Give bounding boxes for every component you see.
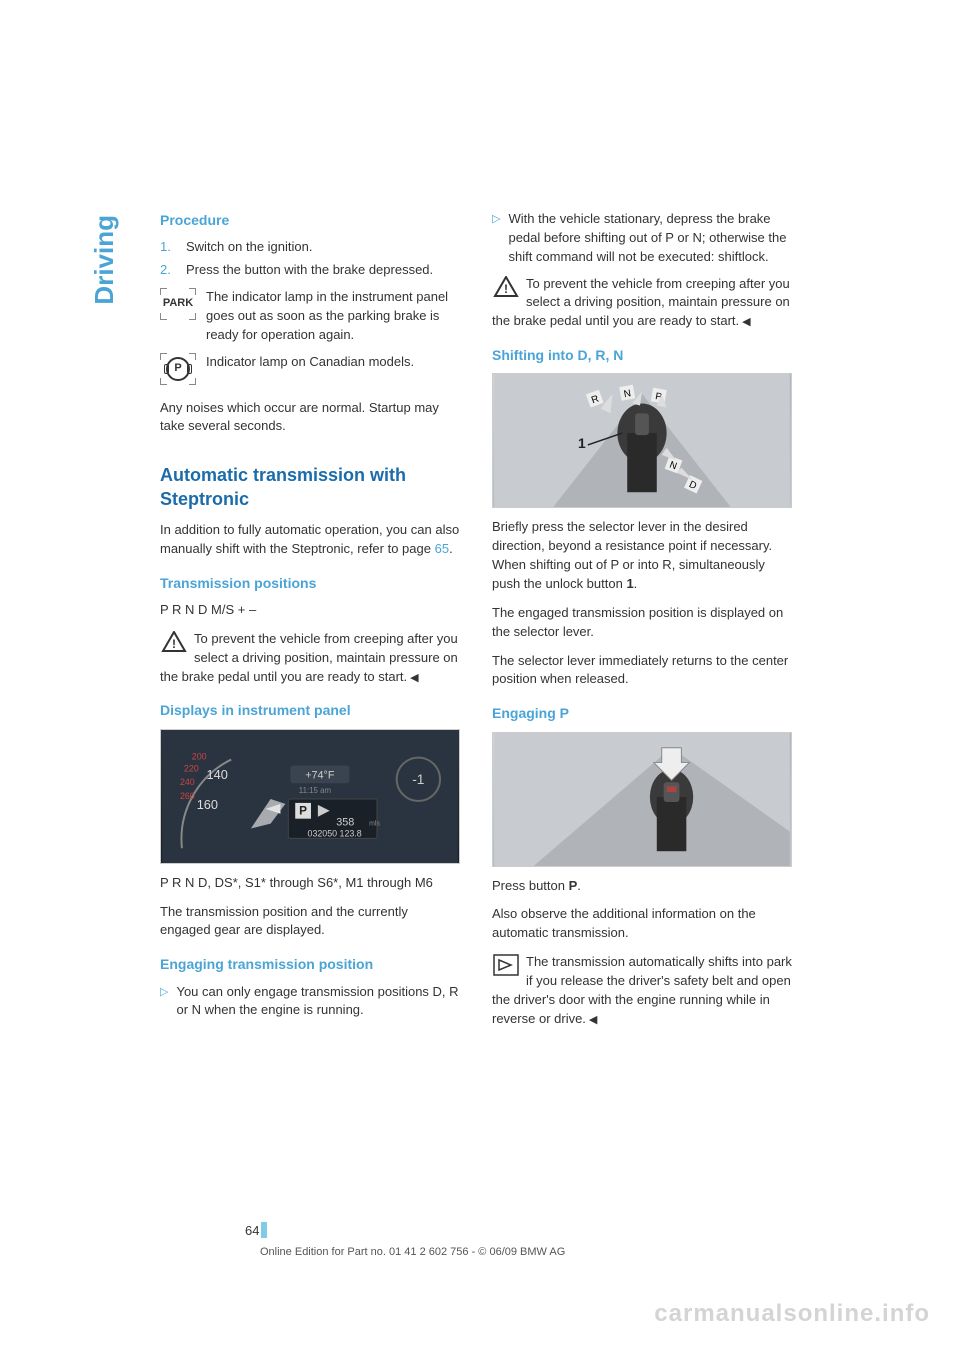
indicator-text: Indicator lamp on Canadian models. [206, 353, 414, 372]
list-text: You can only engage transmission positio… [176, 983, 460, 1021]
list-item: ▷You can only engage transmission positi… [160, 983, 460, 1021]
list-text: Switch on the ignition. [186, 238, 312, 257]
heading-transmission-positions: Transmission positions [160, 573, 460, 593]
svg-text:P: P [299, 803, 307, 817]
list-text: With the vehicle stationary, depress the… [508, 210, 792, 267]
body-text: In addition to fully automatic operation… [160, 521, 460, 559]
svg-text:160: 160 [197, 797, 218, 812]
list-number: 2. [160, 261, 176, 280]
svg-text:260: 260 [180, 791, 195, 801]
svg-text:140: 140 [207, 767, 228, 782]
svg-text:200: 200 [192, 751, 207, 761]
svg-text:!: ! [504, 282, 508, 296]
body-text: P R N D M/S + – [160, 601, 460, 620]
right-column: ▷With the vehicle stationary, depress th… [492, 210, 792, 1039]
body-text: Also observe the additional information … [492, 905, 792, 943]
indicator-row: PARK The indicator lamp in the instrumen… [160, 288, 460, 345]
page-number: 64 [245, 1222, 267, 1238]
parking-brake-canada-icon: P [160, 353, 196, 385]
heading-displays: Displays in instrument panel [160, 700, 460, 720]
warning-block: ! To prevent the vehicle from creeping a… [492, 275, 792, 332]
page-number-accent [261, 1222, 267, 1238]
list-number: 1. [160, 238, 176, 257]
warning-block: ! To prevent the vehicle from creeping a… [160, 630, 460, 687]
body-text: The transmission position and the curren… [160, 903, 460, 941]
bullet-list: ▷With the vehicle stationary, depress th… [492, 210, 792, 267]
bullet-list: ▷You can only engage transmission positi… [160, 983, 460, 1021]
list-text: Press the button with the brake depresse… [186, 261, 433, 280]
list-item: 1. Switch on the ignition. [160, 238, 460, 257]
svg-text:358: 358 [336, 816, 354, 828]
park-indicator-icon: PARK [160, 288, 196, 320]
watermark: carmanualsonline.info [654, 1300, 930, 1328]
body-text: Any noises which occur are normal. Start… [160, 399, 460, 437]
note-icon [492, 953, 520, 977]
body-text: Press button P. [492, 877, 792, 896]
heading-procedure: Procedure [160, 210, 460, 230]
indicator-row: P Indicator lamp on Canadian models. [160, 353, 460, 385]
heading-engaging-position: Engaging transmission position [160, 954, 460, 974]
heading-engaging-p: Engaging P [492, 703, 792, 723]
warning-icon: ! [492, 275, 520, 299]
list-item: 2. Press the button with the brake depres… [160, 261, 460, 280]
heading-shifting: Shifting into D, R, N [492, 345, 792, 365]
left-column: Procedure 1. Switch on the ignition. 2. Pr… [160, 210, 460, 1039]
svg-text:+74°F: +74°F [305, 769, 335, 781]
body-text: P R N D, DS*, S1* through S6*, M1 throug… [160, 874, 460, 893]
selector-lever-figure: 1 R N P N D [492, 373, 792, 508]
bullet-marker: ▷ [160, 983, 168, 1021]
svg-text:1: 1 [578, 436, 586, 451]
svg-text:032050 123.8: 032050 123.8 [308, 828, 362, 838]
page-content: Procedure 1. Switch on the ignition. 2. Pr… [100, 210, 870, 1039]
procedure-list: 1. Switch on the ignition. 2. Press the bu… [160, 238, 460, 280]
note-block: The transmission automatically shifts in… [492, 953, 792, 1028]
svg-text:240: 240 [180, 777, 195, 787]
list-item: ▷With the vehicle stationary, depress th… [492, 210, 792, 267]
svg-text:!: ! [172, 637, 176, 651]
body-text: Briefly press the selector lever in the … [492, 518, 792, 593]
svg-text:mls: mls [369, 820, 380, 827]
page-link[interactable]: 65 [435, 541, 449, 556]
instrument-panel-figure: 200 220 240 260 140 160 +74°F 11:15 am P… [160, 729, 460, 864]
svg-text:-1: -1 [412, 772, 424, 787]
heading-automatic-transmission: Automatic transmission with Steptronic [160, 464, 460, 511]
footer-copyright: Online Edition for Part no. 01 41 2 602 … [260, 1246, 565, 1258]
indicator-text: The indicator lamp in the instrument pan… [206, 288, 460, 345]
svg-text:11:15 am: 11:15 am [299, 786, 332, 795]
svg-text:220: 220 [184, 763, 199, 773]
body-text: The selector lever immediately returns t… [492, 652, 792, 690]
bullet-marker: ▷ [492, 210, 500, 267]
engage-p-figure [492, 732, 792, 867]
body-text: The engaged transmission position is dis… [492, 604, 792, 642]
warning-icon: ! [160, 630, 188, 654]
